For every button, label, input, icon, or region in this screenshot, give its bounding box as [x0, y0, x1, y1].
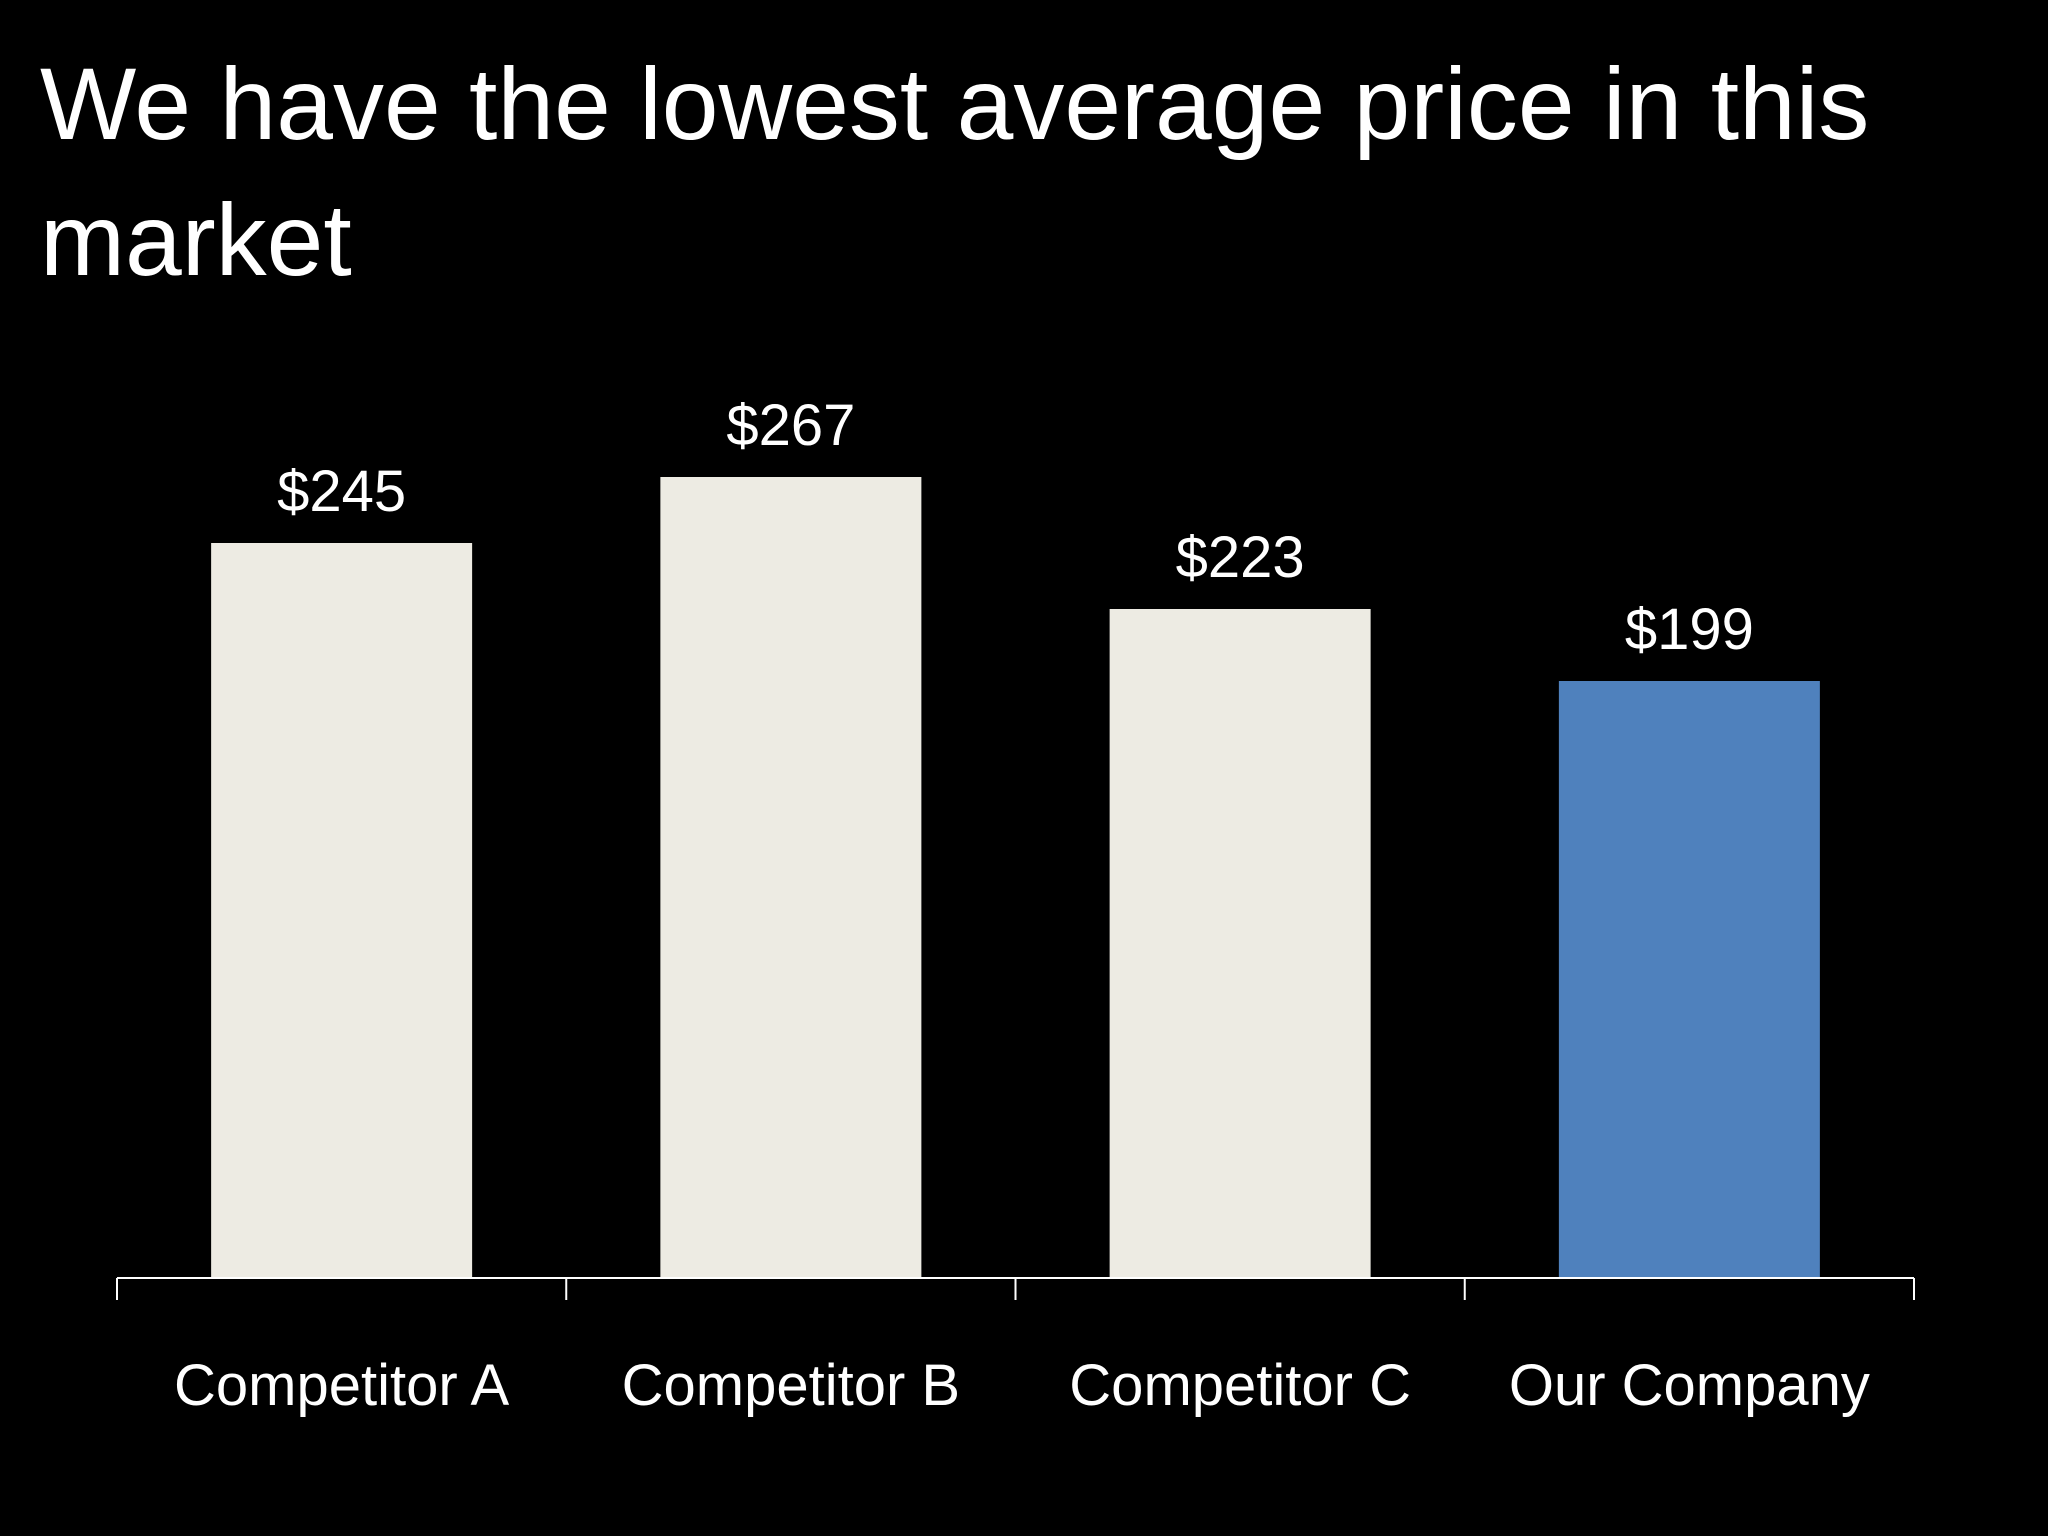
- bar-competitor-b: [660, 477, 922, 1278]
- data-label-competitor-c: $223: [1176, 525, 1305, 590]
- bar-competitor-c: [1109, 609, 1371, 1278]
- data-labels-group: $245 $267 $223 $199: [277, 393, 1754, 662]
- bars-group: [211, 477, 1820, 1278]
- data-label-competitor-b: $267: [726, 393, 855, 458]
- bar-competitor-a: [211, 543, 473, 1278]
- category-label-competitor-c: Competitor C: [1069, 1353, 1411, 1418]
- category-label-our-company: Our Company: [1509, 1353, 1870, 1418]
- data-label-competitor-a: $245: [277, 459, 406, 524]
- page-title: We have the lowest average price in this…: [40, 47, 1870, 297]
- x-axis: [116, 1277, 1915, 1300]
- data-label-our-company: $199: [1625, 597, 1754, 662]
- category-label-competitor-b: Competitor B: [622, 1353, 960, 1418]
- category-label-competitor-a: Competitor A: [174, 1353, 510, 1418]
- category-labels-group: Competitor A Competitor B Competitor C Our …: [174, 1353, 1870, 1418]
- bar-our-company: [1558, 681, 1820, 1278]
